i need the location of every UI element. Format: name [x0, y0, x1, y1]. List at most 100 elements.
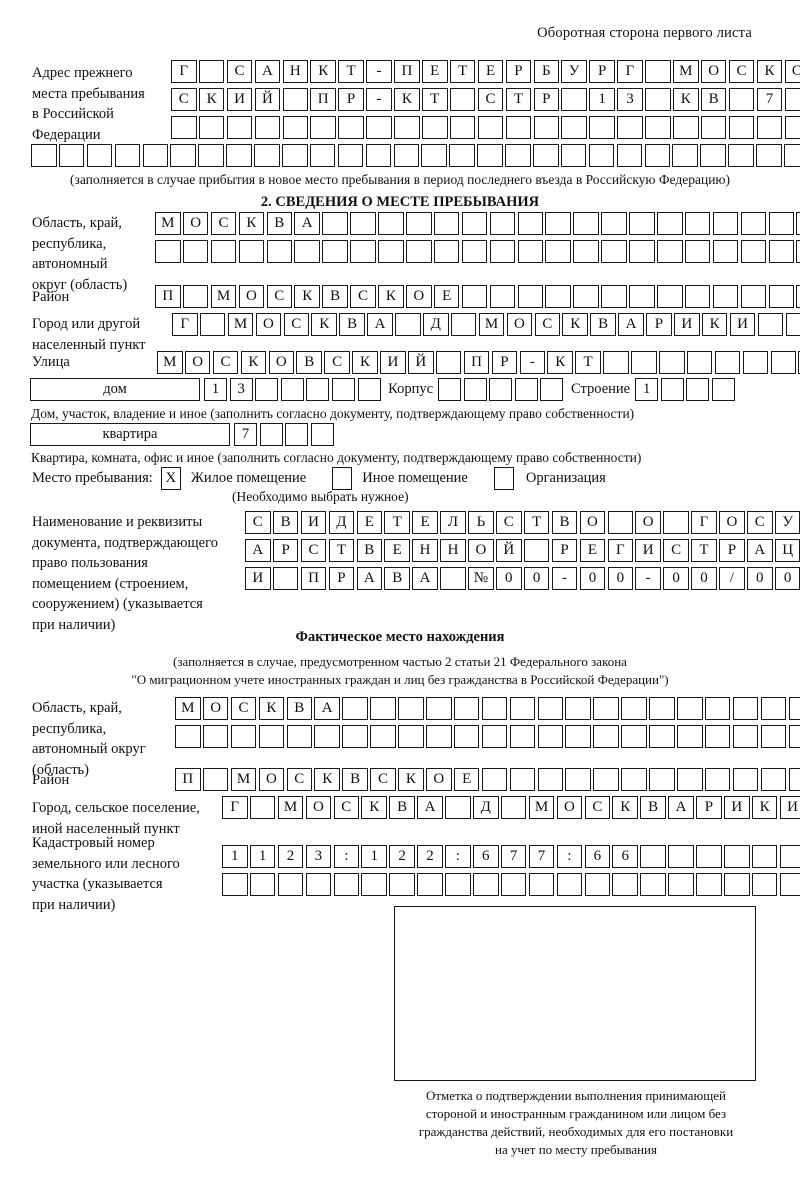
- char-cell[interactable]: О: [579, 511, 606, 534]
- char-cell[interactable]: С: [230, 697, 257, 720]
- char-cell[interactable]: [593, 697, 619, 720]
- char-cell[interactable]: [280, 378, 304, 401]
- char-cell[interactable]: [31, 144, 57, 167]
- char-cell[interactable]: [461, 212, 488, 235]
- char-cell[interactable]: В: [272, 511, 299, 534]
- char-cell[interactable]: [272, 567, 299, 590]
- char-cell[interactable]: [86, 144, 113, 167]
- char-cell[interactable]: [440, 567, 466, 590]
- char-cell[interactable]: [784, 116, 800, 139]
- char-cell[interactable]: [712, 240, 739, 263]
- char-cell[interactable]: [724, 845, 750, 868]
- char-cell[interactable]: О: [202, 697, 229, 720]
- char-cell[interactable]: 7: [500, 845, 527, 868]
- char-cell[interactable]: 7: [756, 88, 783, 111]
- char-cell[interactable]: Е: [412, 511, 438, 534]
- char-cell[interactable]: И: [729, 313, 756, 336]
- char-cell[interactable]: [677, 768, 703, 791]
- char-cell[interactable]: Н: [412, 539, 438, 562]
- char-cell[interactable]: А: [618, 313, 644, 336]
- char-cell[interactable]: [350, 212, 376, 235]
- char-cell[interactable]: [421, 144, 447, 167]
- document-row-1[interactable]: СВИДЕТЕЛЬСТВООГОСУД: [245, 511, 800, 534]
- char-cell[interactable]: [593, 725, 619, 748]
- char-cell[interactable]: [523, 539, 550, 562]
- char-cell[interactable]: О: [184, 351, 211, 374]
- char-cell[interactable]: М: [478, 313, 505, 336]
- char-cell[interactable]: [684, 212, 711, 235]
- char-cell[interactable]: [517, 212, 544, 235]
- char-cell[interactable]: [751, 873, 778, 896]
- checkbox-residential[interactable]: X: [160, 467, 181, 490]
- char-cell[interactable]: И: [674, 313, 700, 336]
- char-cell[interactable]: [779, 845, 800, 868]
- char-cell[interactable]: [657, 240, 683, 263]
- char-cell[interactable]: [657, 212, 683, 235]
- char-cell[interactable]: О: [182, 212, 209, 235]
- char-cell[interactable]: И: [635, 539, 661, 562]
- char-cell[interactable]: 3: [617, 88, 643, 111]
- char-cell[interactable]: №: [468, 567, 494, 590]
- char-cell[interactable]: [505, 116, 532, 139]
- char-cell[interactable]: [314, 725, 340, 748]
- char-cell[interactable]: [545, 285, 571, 308]
- section2-region-row-2[interactable]: [155, 240, 800, 263]
- char-cell[interactable]: А: [747, 539, 773, 562]
- char-cell[interactable]: В: [322, 285, 348, 308]
- char-cell[interactable]: [757, 313, 784, 336]
- char-cell[interactable]: К: [751, 796, 778, 819]
- char-cell[interactable]: У: [561, 60, 587, 83]
- char-cell[interactable]: [322, 240, 348, 263]
- char-cell[interactable]: О: [426, 768, 452, 791]
- char-cell[interactable]: [673, 116, 699, 139]
- char-cell[interactable]: 3: [229, 378, 253, 401]
- char-cell[interactable]: 6: [584, 845, 611, 868]
- char-cell[interactable]: В: [266, 212, 293, 235]
- char-cell[interactable]: [589, 116, 615, 139]
- char-cell[interactable]: [565, 768, 591, 791]
- char-cell[interactable]: [254, 116, 281, 139]
- char-cell[interactable]: [445, 873, 471, 896]
- char-cell[interactable]: [649, 697, 675, 720]
- char-cell[interactable]: Р: [505, 60, 532, 83]
- char-cell[interactable]: Й: [254, 88, 281, 111]
- char-cell[interactable]: [171, 116, 197, 139]
- char-cell[interactable]: -: [366, 60, 392, 83]
- char-cell[interactable]: 7: [528, 845, 555, 868]
- char-cell[interactable]: [422, 116, 448, 139]
- char-cell[interactable]: 2: [277, 845, 304, 868]
- char-cell[interactable]: [560, 144, 587, 167]
- char-cell[interactable]: [481, 697, 508, 720]
- char-cell[interactable]: [199, 313, 226, 336]
- char-cell[interactable]: [202, 768, 229, 791]
- char-cell[interactable]: [378, 240, 404, 263]
- char-cell[interactable]: [481, 768, 508, 791]
- char-cell[interactable]: [712, 212, 739, 235]
- char-cell[interactable]: [584, 873, 611, 896]
- char-cell[interactable]: [517, 285, 544, 308]
- char-cell[interactable]: [684, 240, 711, 263]
- char-cell[interactable]: [361, 873, 387, 896]
- char-cell[interactable]: Т: [449, 60, 476, 83]
- char-cell[interactable]: К: [756, 60, 783, 83]
- char-cell[interactable]: [210, 240, 237, 263]
- char-cell[interactable]: [433, 212, 460, 235]
- flat-cells[interactable]: 7: [234, 423, 336, 446]
- char-cell[interactable]: [393, 144, 420, 167]
- char-cell[interactable]: 0: [747, 567, 773, 590]
- char-cell[interactable]: [222, 873, 248, 896]
- char-cell[interactable]: С: [350, 285, 376, 308]
- char-cell[interactable]: У: [774, 511, 800, 534]
- char-cell[interactable]: Р: [646, 313, 672, 336]
- char-cell[interactable]: С: [747, 511, 773, 534]
- char-cell[interactable]: К: [547, 351, 573, 374]
- char-cell[interactable]: [370, 697, 396, 720]
- char-cell[interactable]: [711, 378, 735, 401]
- char-cell[interactable]: Г: [607, 539, 634, 562]
- char-cell[interactable]: В: [384, 567, 410, 590]
- korpus-cells[interactable]: [438, 378, 566, 401]
- char-cell[interactable]: [322, 212, 348, 235]
- char-cell[interactable]: [644, 144, 671, 167]
